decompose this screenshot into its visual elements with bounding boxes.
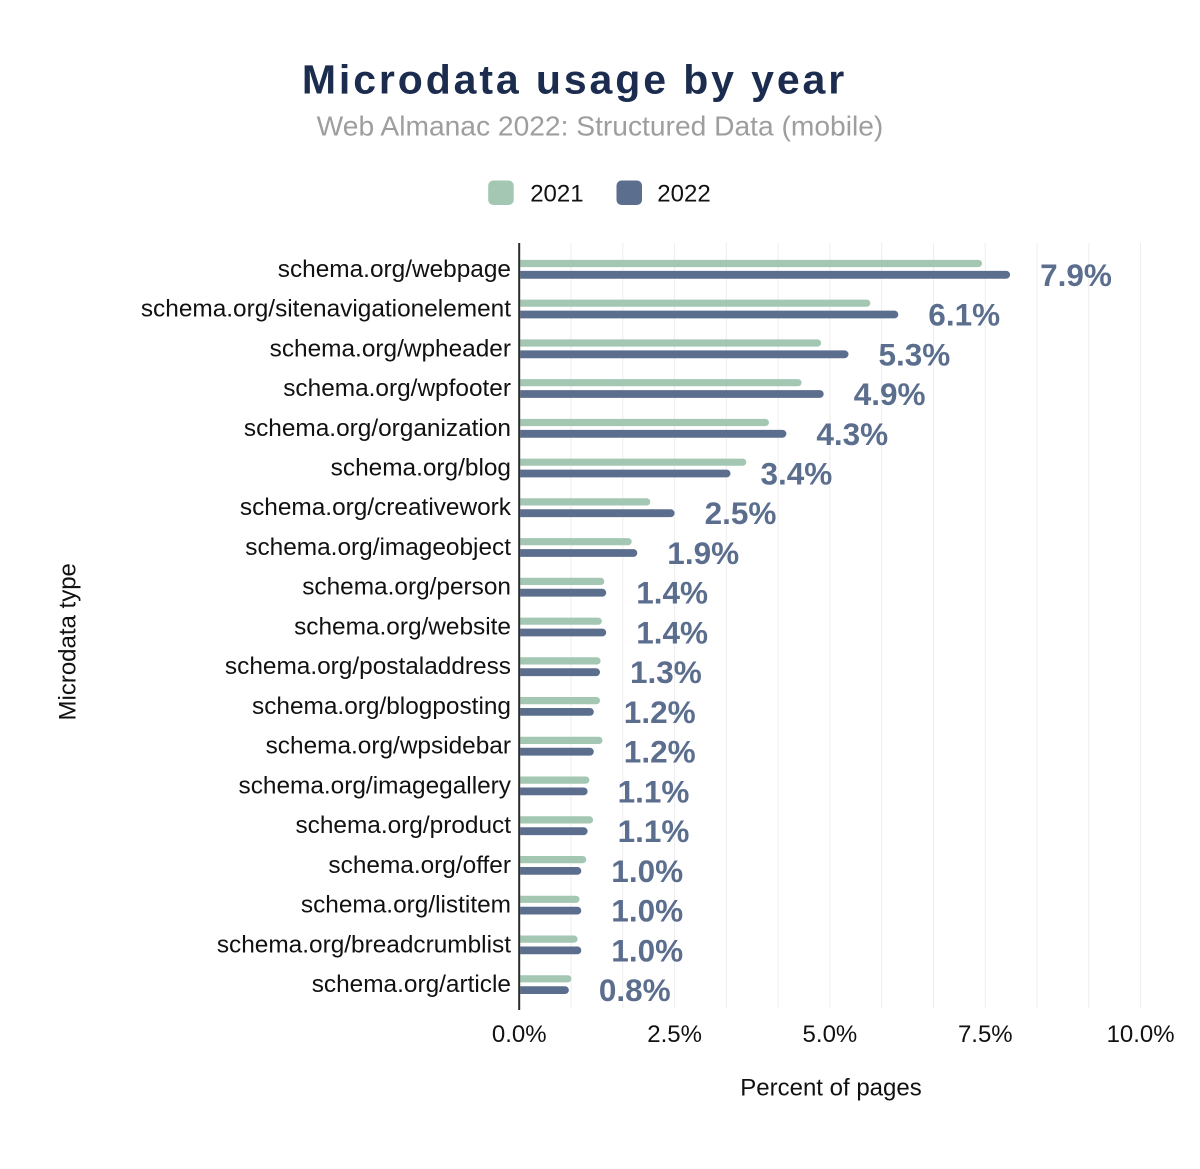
svg-text:1.2%: 1.2% bbox=[624, 734, 696, 770]
svg-text:schema.org/product: schema.org/product bbox=[295, 812, 511, 839]
svg-text:schema.org/offer: schema.org/offer bbox=[328, 852, 511, 879]
svg-text:schema.org/imagegallery: schema.org/imagegallery bbox=[239, 772, 512, 799]
svg-text:1.3%: 1.3% bbox=[630, 654, 702, 690]
svg-text:schema.org/sitenavigationeleme: schema.org/sitenavigationelement bbox=[141, 296, 511, 323]
svg-text:schema.org/article: schema.org/article bbox=[312, 971, 511, 998]
svg-text:schema.org/person: schema.org/person bbox=[302, 574, 511, 601]
svg-text:schema.org/blog: schema.org/blog bbox=[331, 455, 511, 482]
svg-text:5.0%: 5.0% bbox=[803, 1021, 858, 1048]
svg-text:schema.org/website: schema.org/website bbox=[294, 614, 511, 641]
svg-text:1.0%: 1.0% bbox=[611, 853, 683, 889]
svg-text:5.3%: 5.3% bbox=[879, 336, 951, 372]
svg-text:7.9%: 7.9% bbox=[1040, 257, 1112, 293]
svg-text:schema.org/breadcrumblist: schema.org/breadcrumblist bbox=[217, 931, 511, 958]
svg-text:1.9%: 1.9% bbox=[667, 535, 739, 571]
svg-text:10.0%: 10.0% bbox=[1107, 1021, 1175, 1048]
svg-text:1.2%: 1.2% bbox=[624, 694, 696, 730]
svg-text:0.0%: 0.0% bbox=[492, 1021, 547, 1048]
svg-text:1.1%: 1.1% bbox=[618, 773, 690, 809]
svg-text:schema.org/wpfooter: schema.org/wpfooter bbox=[283, 375, 511, 402]
svg-text:2022: 2022 bbox=[657, 181, 710, 208]
svg-text:7.5%: 7.5% bbox=[958, 1021, 1013, 1048]
svg-text:2.5%: 2.5% bbox=[647, 1021, 702, 1048]
svg-text:3.4%: 3.4% bbox=[761, 456, 833, 492]
svg-text:schema.org/blogposting: schema.org/blogposting bbox=[252, 693, 511, 720]
svg-text:Microdata usage by year: Microdata usage by year bbox=[302, 57, 847, 103]
svg-text:1.0%: 1.0% bbox=[611, 893, 683, 929]
svg-text:1.4%: 1.4% bbox=[636, 615, 708, 651]
svg-text:2.5%: 2.5% bbox=[705, 495, 777, 531]
svg-text:schema.org/wpsidebar: schema.org/wpsidebar bbox=[266, 733, 511, 760]
svg-text:1.0%: 1.0% bbox=[611, 932, 683, 968]
svg-text:schema.org/listitem: schema.org/listitem bbox=[301, 892, 511, 919]
svg-text:schema.org/wpheader: schema.org/wpheader bbox=[270, 335, 511, 362]
svg-text:0.8%: 0.8% bbox=[599, 972, 671, 1008]
svg-text:schema.org/webpage: schema.org/webpage bbox=[278, 256, 511, 283]
svg-text:2021: 2021 bbox=[530, 181, 583, 208]
svg-text:schema.org/organization: schema.org/organization bbox=[244, 415, 511, 442]
svg-text:1.1%: 1.1% bbox=[618, 813, 690, 849]
svg-text:schema.org/creativework: schema.org/creativework bbox=[240, 494, 512, 521]
svg-text:schema.org/imageobject: schema.org/imageobject bbox=[245, 534, 511, 561]
svg-text:Percent of pages: Percent of pages bbox=[740, 1075, 921, 1102]
svg-text:6.1%: 6.1% bbox=[928, 297, 1000, 333]
svg-text:schema.org/postaladdress: schema.org/postaladdress bbox=[225, 653, 511, 680]
svg-text:1.4%: 1.4% bbox=[636, 575, 708, 611]
svg-text:4.3%: 4.3% bbox=[816, 416, 888, 452]
svg-text:Web Almanac 2022: Structured D: Web Almanac 2022: Structured Data (mobil… bbox=[317, 109, 884, 141]
svg-text:4.9%: 4.9% bbox=[854, 376, 926, 412]
svg-text:Microdata type: Microdata type bbox=[54, 563, 81, 720]
